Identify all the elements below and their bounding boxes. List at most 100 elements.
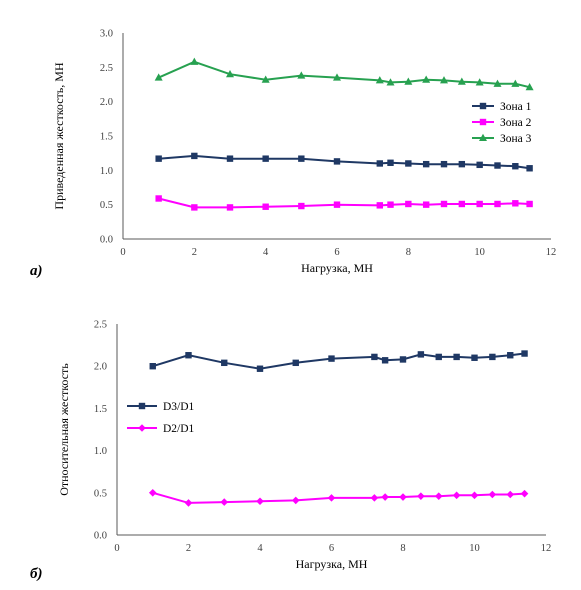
data-point — [262, 155, 269, 162]
data-point — [440, 160, 448, 168]
series-1 — [155, 152, 533, 172]
data-point — [298, 202, 305, 210]
series-1 — [149, 350, 528, 372]
y-axis-title: Относительная жесткость — [57, 363, 71, 496]
x-tick-label: 6 — [329, 543, 334, 554]
legend-entry: D3/D1 — [127, 401, 195, 413]
series-line — [158, 60, 530, 89]
legend-entry: Зона 2 — [472, 117, 532, 129]
legend-label: D3/D1 — [163, 401, 195, 413]
data-point — [526, 165, 533, 172]
data-point — [191, 204, 198, 211]
data-point — [458, 200, 466, 208]
series-line — [152, 491, 525, 504]
data-point — [453, 353, 460, 361]
data-point — [261, 75, 270, 83]
data-point — [220, 498, 229, 506]
legend-entry: Зона 3 — [472, 133, 532, 145]
legend-label: Зона 1 — [500, 101, 532, 113]
data-point — [327, 494, 336, 502]
data-point — [525, 83, 534, 91]
data-point — [226, 155, 234, 162]
x-tick-label: 8 — [406, 247, 411, 258]
data-point — [191, 152, 198, 160]
x-tick-label: 12 — [546, 247, 557, 258]
x-tick-label: 0 — [120, 247, 125, 258]
data-point — [476, 200, 483, 208]
x-axis-title: Нагрузка, МН — [301, 261, 373, 275]
data-point — [333, 201, 341, 208]
legend-marker — [479, 102, 487, 110]
data-point — [457, 77, 466, 85]
legend-marker — [479, 118, 487, 126]
x-tick-label: 0 — [114, 543, 119, 554]
y-tick-label: 1.5 — [94, 404, 107, 415]
data-point — [226, 204, 234, 211]
y-tick-label: 0.5 — [100, 200, 113, 211]
data-point — [387, 201, 394, 208]
y-tick-label: 0.0 — [100, 235, 113, 246]
panel-label: а) — [30, 263, 43, 279]
y-tick-label: 2.0 — [100, 97, 113, 108]
series-2 — [155, 195, 533, 211]
data-point — [375, 76, 384, 84]
legend-entry: Зона 1 — [472, 101, 532, 113]
data-point — [226, 70, 234, 78]
series-line — [158, 154, 530, 170]
series-line — [152, 352, 525, 370]
data-point — [256, 497, 264, 506]
data-point — [376, 160, 383, 167]
legend-label: D2/D1 — [163, 423, 195, 435]
data-point — [262, 203, 269, 210]
chart-panel-b: 0.0 0.5 1.0 1.5 2.0 2.5 0 2 4 6 8 10 12 Нагрузка, МН О… — [30, 320, 551, 583]
data-point — [404, 77, 413, 85]
y-tick-label: 1.0 — [100, 166, 113, 177]
data-point — [387, 159, 394, 166]
y-tick-label: 2.5 — [94, 320, 107, 331]
data-point — [370, 494, 379, 502]
data-point — [521, 350, 528, 357]
data-point — [422, 160, 430, 168]
data-point — [148, 489, 157, 497]
data-point — [470, 491, 479, 500]
data-point — [184, 499, 193, 507]
data-point — [422, 201, 430, 208]
data-point — [292, 359, 299, 367]
y-tick-label: 0.0 — [94, 531, 107, 542]
series-2 — [148, 489, 529, 507]
y-tick-label: 2.0 — [94, 362, 107, 373]
data-point — [440, 76, 448, 84]
y-tick-label: 1.5 — [100, 132, 113, 143]
data-point — [405, 160, 412, 167]
x-tick-label: 10 — [469, 543, 480, 554]
data-point — [155, 195, 162, 202]
data-point — [185, 352, 192, 359]
data-point — [386, 78, 395, 86]
data-point — [526, 200, 533, 208]
data-point — [190, 57, 199, 65]
data-point — [154, 73, 163, 81]
data-point — [221, 359, 228, 367]
data-point — [476, 161, 483, 169]
data-point — [381, 493, 389, 501]
data-point — [494, 200, 501, 208]
data-point — [405, 200, 412, 208]
x-axis-title: Нагрузка, МН — [296, 557, 368, 571]
legend-entry: D2/D1 — [127, 423, 195, 435]
data-point — [333, 158, 341, 165]
y-tick-label: 0.5 — [94, 488, 107, 499]
data-point — [422, 75, 431, 83]
data-point — [488, 490, 497, 499]
data-point — [328, 355, 335, 362]
x-tick-label: 4 — [263, 247, 269, 258]
data-point — [417, 492, 425, 500]
x-tick-label: 2 — [186, 543, 191, 554]
data-point — [494, 162, 501, 169]
data-point — [149, 363, 156, 370]
data-point — [434, 492, 443, 500]
data-point — [435, 353, 442, 361]
panel-label: б) — [30, 566, 42, 582]
data-point — [381, 357, 389, 364]
data-point — [399, 356, 407, 363]
